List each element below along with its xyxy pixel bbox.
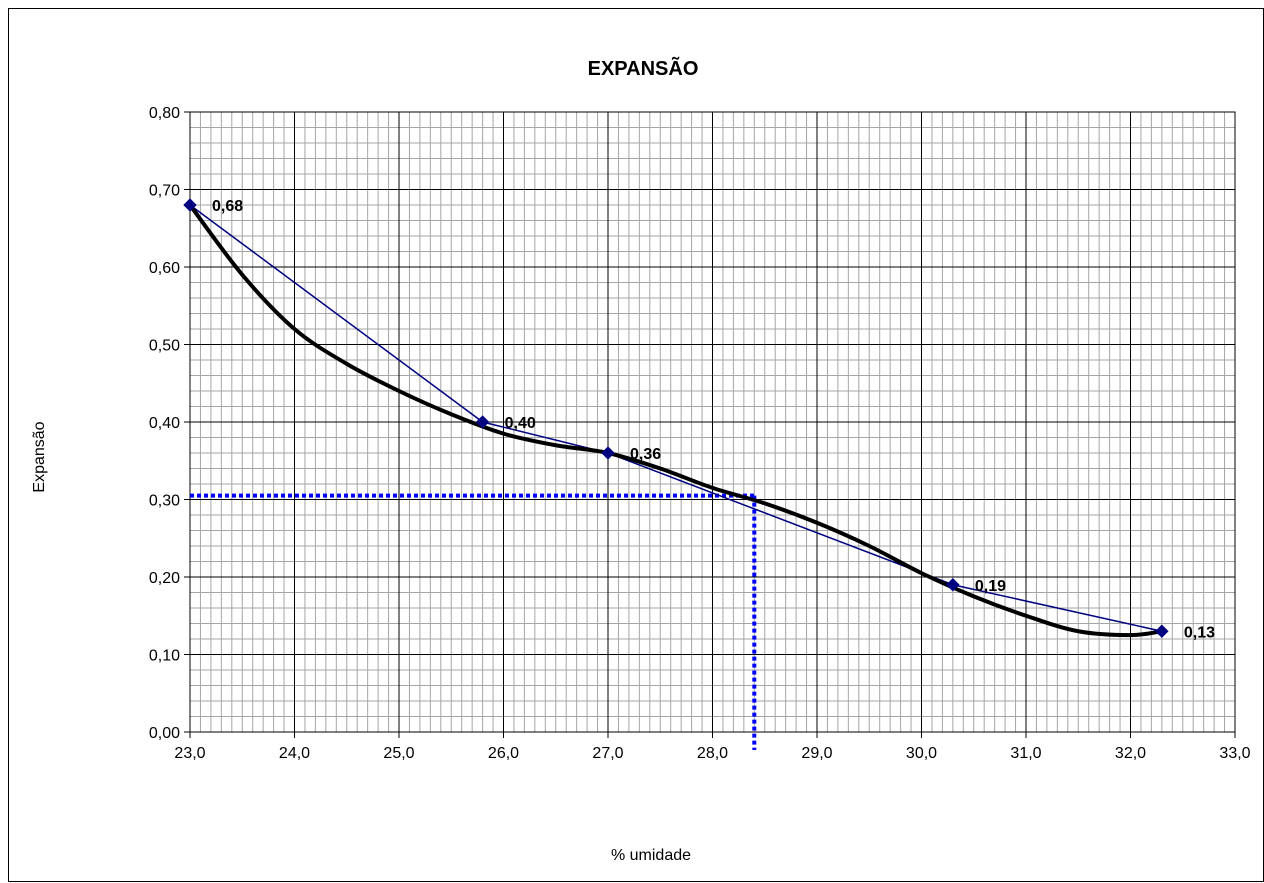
y-tick-label: 0,10 (149, 648, 180, 665)
data-point-label: 0,36 (630, 446, 661, 463)
y-axis-label: Expansão (31, 421, 48, 492)
chart-frame: EXPANSÃO Expansão % umidade 23,0 24,0 25,0… (8, 8, 1264, 882)
x-tick-label: 25,0 (383, 745, 414, 762)
data-point-marker (475, 415, 490, 429)
x-tick-label: 31,0 (1010, 745, 1041, 762)
data-point-label: 0,40 (505, 415, 536, 432)
x-tick-label: 30,0 (906, 745, 937, 762)
x-tick-label: 33,0 (1219, 745, 1250, 762)
data-point-label: 0,68 (212, 198, 243, 215)
y-tick-label: 0,40 (149, 415, 180, 432)
trend-curve (188, 203, 1164, 638)
y-tick-label: 0,20 (149, 570, 180, 587)
y-tick-label: 0,00 (149, 725, 180, 742)
data-point-marker (1155, 624, 1169, 638)
x-tick-label: 27,0 (592, 745, 623, 762)
x-tick-label: 28,0 (697, 745, 728, 762)
x-tick-label: 24,0 (279, 745, 310, 762)
series-line (189, 204, 1163, 632)
data-series (189, 204, 1163, 632)
data-labels: 0,68 0,40 0,36 0,19 0,13 (212, 198, 1215, 641)
x-tick-label: 26,0 (488, 745, 519, 762)
expansion-chart: EXPANSÃO Expansão % umidade 23,0 24,0 25,0… (31, 57, 1251, 864)
y-tick-label: 0,70 (149, 183, 180, 200)
chart-title: EXPANSÃO (588, 57, 699, 80)
x-tick-label: 32,0 (1115, 745, 1146, 762)
trend-curve-path (188, 203, 1164, 638)
x-tick-label: 29,0 (801, 745, 832, 762)
data-markers (183, 198, 1169, 638)
x-tick-label: 23,0 (174, 745, 205, 762)
y-tick-label: 0,60 (149, 260, 180, 277)
y-tick-label: 0,80 (149, 105, 180, 122)
reference-lines (190, 493, 757, 750)
y-tick-label: 0,30 (149, 493, 180, 510)
data-point-marker (601, 446, 615, 460)
x-tick-labels: 23,0 24,0 25,0 26,0 27,0 28,0 29,0 30,0 31,0 32,0… (174, 732, 1251, 762)
data-point-marker (946, 578, 960, 592)
data-point-marker (183, 198, 197, 212)
major-gridlines (190, 112, 1235, 732)
y-tick-labels: 0,00 0,10 0,20 0,30 0,40 0,50 0,60 0,70 0,80 (149, 105, 190, 742)
y-tick-label: 0,50 (149, 338, 180, 355)
data-point-label: 0,19 (975, 578, 1006, 595)
data-point-label: 0,13 (1184, 624, 1215, 641)
x-axis-label: % umidade (611, 847, 691, 864)
